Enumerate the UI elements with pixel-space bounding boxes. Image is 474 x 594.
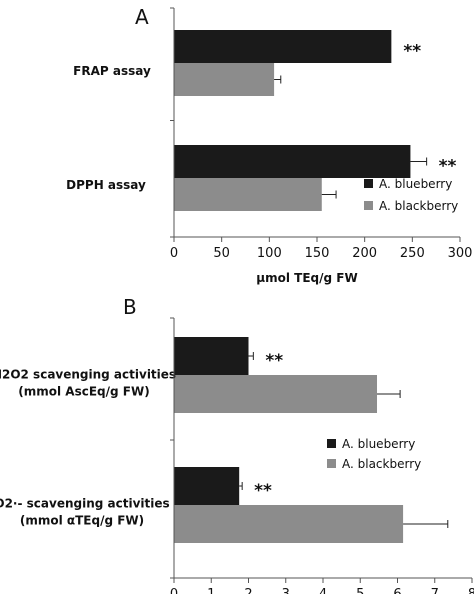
panel-a-legend-swatch-1 [364,201,373,210]
panel-a-x-tick-label-1: 50 [213,246,230,261]
panel-a-x-tick-label-6: 300 [448,246,473,261]
panel-a-x-axis-label: µmol TEq/g FW [256,271,357,285]
panel-a-category-label-0-0: FRAP assay [73,64,151,78]
panel-b-category-label-1-1: (mmol αTEq/g FW) [20,514,144,528]
panel-a-legend-label-0: A. blueberry [379,177,452,191]
panel-a-x-tick-label-0: 0 [170,246,178,261]
panel-a-significance-0-0: ** [403,42,421,62]
panel-a-bar-0-1 [174,63,275,96]
panel-b-legend-label-1: A. blackberry [342,457,421,471]
panel-a-bar-0-0 [174,30,392,63]
panel-b-label: B [123,295,137,319]
panel-b-x-tick-label-2: 2 [244,587,252,594]
panel-a-bar-1-1 [174,178,322,211]
panel-b-bar-0-0 [174,337,249,375]
panel-b-x-tick-label-0: 0 [170,587,178,594]
panel-b-legend-swatch-0 [327,439,336,448]
panel-b-x-tick-label-4: 4 [319,587,327,594]
panel-b-bar-1-1 [174,505,404,543]
panel-b-category-label-0-0: H2O2 scavenging activities [0,368,176,382]
panel-b-category-label-1-0: O2·- scavenging activities [0,497,170,511]
panel-a-label: A [135,5,149,29]
panel-b-category-label-0-1: (mmol AscEq/g FW) [18,385,149,399]
panel-a-bar-1-0 [174,145,411,178]
panel-a-significance-1-0: ** [439,157,457,177]
panel-a-x-tick-label-4: 200 [352,246,377,261]
panel-b-x-tick-label-3: 3 [282,587,290,594]
panel-a-x-tick-label-5: 250 [400,246,425,261]
panel-b-legend-label-0: A. blueberry [342,437,415,451]
panel-b-x-tick-label-8: 8 [468,587,474,594]
panel-b-x-tick-label-7: 7 [431,587,439,594]
panel-a-legend-label-1: A. blackberry [379,199,458,213]
panel-a-category-label-1-0: DPPH assay [66,178,146,192]
panel-b-x-tick-label-5: 5 [356,587,364,594]
panel-b-bar-1-0 [174,467,240,505]
panel-a-x-tick-label-2: 100 [257,246,282,261]
panel-b-bar-0-1 [174,375,378,413]
panel-b-legend-swatch-1 [327,459,336,468]
panel-a-legend-swatch-0 [364,179,373,188]
panel-b-significance-0-0: ** [265,351,283,371]
panel-b-x-tick-label-1: 1 [207,587,215,594]
panel-b-significance-1-0: ** [254,481,272,501]
panel-b-x-tick-label-6: 6 [393,587,401,594]
panel-a-x-tick-label-3: 150 [305,246,330,261]
